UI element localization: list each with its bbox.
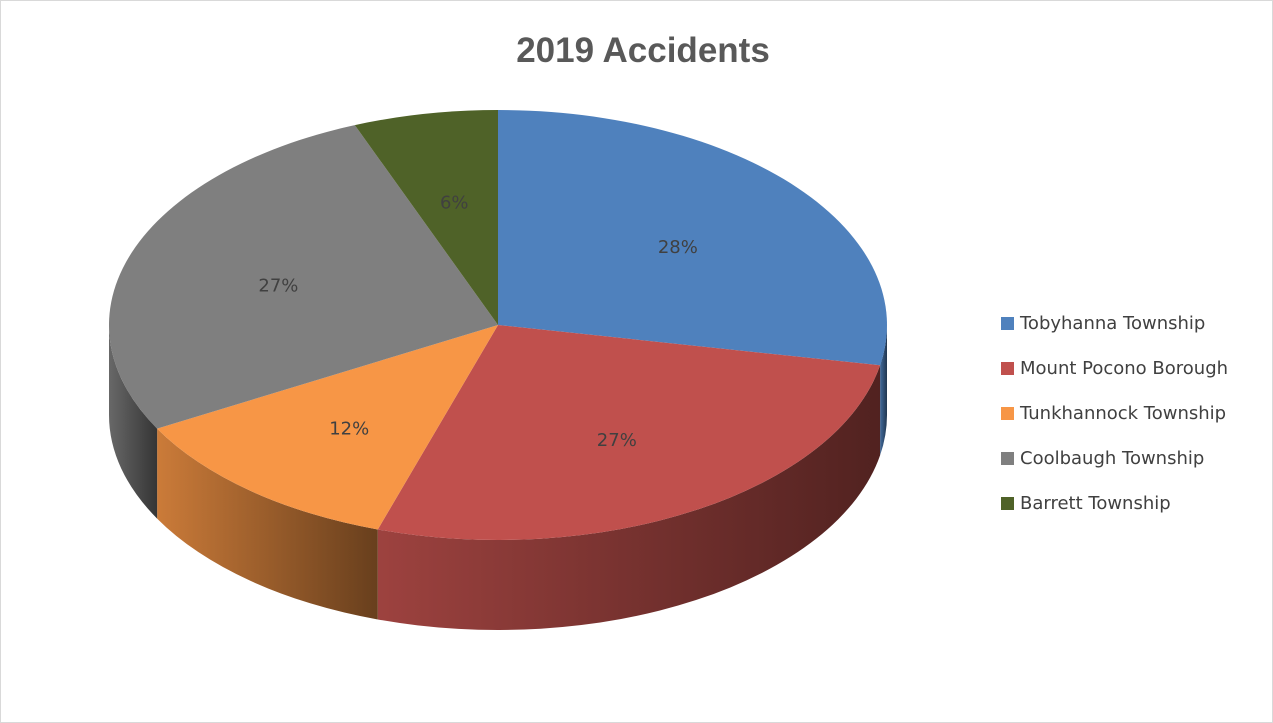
legend-item-barrett-township: Barrett Township bbox=[1001, 481, 1271, 526]
pie-chart: 28% 27% 12% 27% 6% bbox=[109, 110, 888, 630]
data-label-mount-pocono-borough: 27% bbox=[597, 430, 637, 451]
pie-side-coolbaugh-township bbox=[109, 325, 158, 519]
legend-swatch bbox=[1001, 452, 1014, 465]
legend-swatch bbox=[1001, 407, 1014, 420]
legend-swatch bbox=[1001, 497, 1014, 510]
pie-side-tunkhannock-township bbox=[157, 428, 378, 620]
pie-slice-tunkhannock-township bbox=[157, 325, 498, 530]
legend-item-coolbaugh-township: Coolbaugh Township bbox=[1001, 436, 1271, 481]
legend-swatch bbox=[1001, 362, 1014, 375]
pie-side-mount-pocono-borough bbox=[377, 365, 881, 630]
legend-item-tunkhannock-township: Tunkhannock Township bbox=[1001, 391, 1271, 436]
legend: Tobyhanna Township Mount Pocono Borough Tu… bbox=[1001, 301, 1271, 526]
data-label-tobyhanna-township: 28% bbox=[658, 237, 698, 258]
legend-item-tobyhanna-township: Tobyhanna Township bbox=[1001, 301, 1271, 346]
data-label-tunkhannock-township: 12% bbox=[329, 418, 369, 439]
legend-label: Tobyhanna Township bbox=[1020, 313, 1206, 334]
pie-slice-tobyhanna-township bbox=[498, 110, 888, 366]
data-label-coolbaugh-township: 27% bbox=[258, 275, 298, 296]
legend-swatch bbox=[1001, 317, 1014, 330]
legend-item-mount-pocono-borough: Mount Pocono Borough bbox=[1001, 346, 1271, 391]
pie-side-tobyhanna-township bbox=[880, 325, 887, 456]
data-label-barrett-township: 6% bbox=[440, 192, 469, 213]
pie-slice-mount-pocono-borough bbox=[377, 325, 881, 540]
chart-title: 2019 Accidents bbox=[516, 31, 770, 70]
pie-slice-barrett-township bbox=[354, 110, 498, 325]
legend-label: Coolbaugh Township bbox=[1020, 448, 1205, 469]
legend-label: Mount Pocono Borough bbox=[1020, 358, 1229, 379]
legend-label: Barrett Township bbox=[1020, 493, 1171, 514]
pie-slice-coolbaugh-township bbox=[109, 125, 499, 429]
legend-label: Tunkhannock Township bbox=[1020, 403, 1227, 424]
